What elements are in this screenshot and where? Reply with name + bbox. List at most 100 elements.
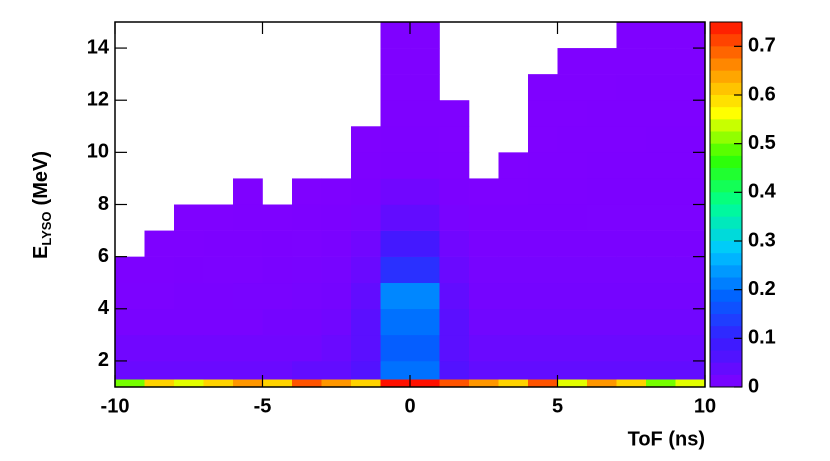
x-tick-label: 10: [694, 395, 716, 417]
heatmap-cell: [557, 230, 588, 257]
heatmap-cell: [675, 379, 706, 388]
heatmap-cell: [410, 152, 440, 179]
heatmap-cell: [439, 230, 470, 257]
heatmap-cell: [380, 379, 411, 388]
heatmap-cell: [292, 308, 322, 336]
heatmap-cell: [616, 282, 647, 310]
heatmap-cell: [380, 100, 411, 127]
heatmap-cell: [174, 379, 204, 388]
x-axis-label: ToF (ns): [628, 428, 705, 450]
y-label-main: E: [30, 246, 52, 259]
heatmap-cell: [115, 334, 145, 362]
heatmap-cell: [351, 308, 381, 336]
heatmap-cell: [557, 204, 588, 231]
colorbar-band: [710, 362, 742, 376]
heatmap-cell: [233, 308, 263, 336]
heatmap-cell: [262, 282, 293, 310]
heatmap-cell: [410, 256, 440, 284]
heatmap-cell: [262, 334, 293, 362]
heatmap-cell: [587, 152, 617, 179]
heatmap-cell: [321, 360, 352, 380]
heatmap-cell: [646, 334, 676, 362]
colorbar-tick-label: 0.1: [748, 327, 776, 349]
y-label-sub: LYSO: [39, 211, 54, 245]
heatmap-cell: [675, 360, 706, 380]
heatmap-cell: [439, 379, 470, 388]
heatmap-cell: [144, 360, 175, 380]
heatmap-cell: [646, 282, 676, 310]
heatmap-cell: [351, 152, 381, 179]
heatmap-cell: [528, 74, 558, 101]
heatmap-cell: [557, 152, 588, 179]
colorbar-tick-label: 0.6: [748, 83, 776, 105]
heatmap-cell: [292, 204, 322, 231]
heatmap-cell: [351, 360, 381, 380]
heatmap-cell: [380, 282, 411, 310]
heatmap-cell: [528, 360, 558, 380]
heatmap-cell: [557, 379, 588, 388]
heatmap-cell: [380, 360, 411, 380]
heatmap-cell: [410, 204, 440, 231]
heatmap-cell: [410, 74, 440, 101]
heatmap-cell: [203, 379, 234, 388]
heatmap-cell: [675, 22, 706, 49]
heatmap-cell: [262, 379, 293, 388]
heatmap-cell: [528, 230, 558, 257]
heatmap-cell: [439, 334, 470, 362]
heatmap-cell: [646, 230, 676, 257]
heatmap-cell: [498, 178, 529, 205]
heatmap-cell: [675, 48, 706, 75]
heatmap-cell: [174, 360, 204, 380]
colorbar-band: [710, 155, 742, 169]
heatmap-cell: [469, 308, 499, 336]
heatmap-cell: [351, 126, 381, 153]
heatmap-cell: [439, 256, 470, 284]
heatmap-cell: [351, 204, 381, 231]
colorbar-band: [710, 70, 742, 84]
heatmap-cell: [292, 334, 322, 362]
heatmap-cell: [410, 379, 440, 388]
heatmap-cell: [233, 282, 263, 310]
heatmap-cell: [616, 152, 647, 179]
colorbar-band: [710, 143, 742, 157]
colorbar-band: [710, 326, 742, 339]
heatmap-cell: [292, 178, 322, 205]
heatmap-cell: [646, 379, 676, 388]
colorbar-band: [710, 180, 742, 193]
heatmap-cell: [646, 22, 676, 49]
y-tick-label: 2: [98, 349, 109, 371]
heatmap-cell: [351, 256, 381, 284]
heatmap-cell: [380, 74, 411, 101]
colorbar-band: [710, 168, 742, 181]
heatmap-cell: [439, 100, 470, 127]
heatmap-cell: [616, 48, 647, 75]
heatmap-cell: [528, 100, 558, 127]
heatmap-cell: [675, 126, 706, 153]
heatmap-cell: [675, 100, 706, 127]
heatmap-cell: [233, 360, 263, 380]
heatmap-cell: [410, 282, 440, 310]
colorbar-tick-label: 0.7: [748, 35, 776, 57]
heatmap-cell: [410, 126, 440, 153]
heatmap-cell: [203, 204, 234, 231]
heatmap-cell: [469, 256, 499, 284]
heatmap-cell: [439, 204, 470, 231]
x-tick-label: -10: [101, 395, 130, 417]
heatmap-cell: [351, 230, 381, 257]
x-tick-label: 5: [552, 395, 563, 417]
heatmap-cell: [321, 204, 352, 231]
x-tick-label: 0: [404, 395, 415, 417]
heatmap-cell: [380, 230, 411, 257]
heatmap-cell: [498, 204, 529, 231]
heatmap-cell: [616, 74, 647, 101]
heatmap-cell: [410, 48, 440, 75]
y-tick-label: 6: [98, 245, 109, 267]
heatmap-cell: [262, 256, 293, 284]
heatmap-cell: [410, 22, 440, 49]
colorbar-band: [710, 265, 742, 278]
heatmap-cell: [557, 308, 588, 336]
heatmap-cell: [262, 308, 293, 336]
heatmap-cell: [587, 308, 617, 336]
heatmap-cell: [262, 230, 293, 257]
heatmap-cell: [498, 230, 529, 257]
